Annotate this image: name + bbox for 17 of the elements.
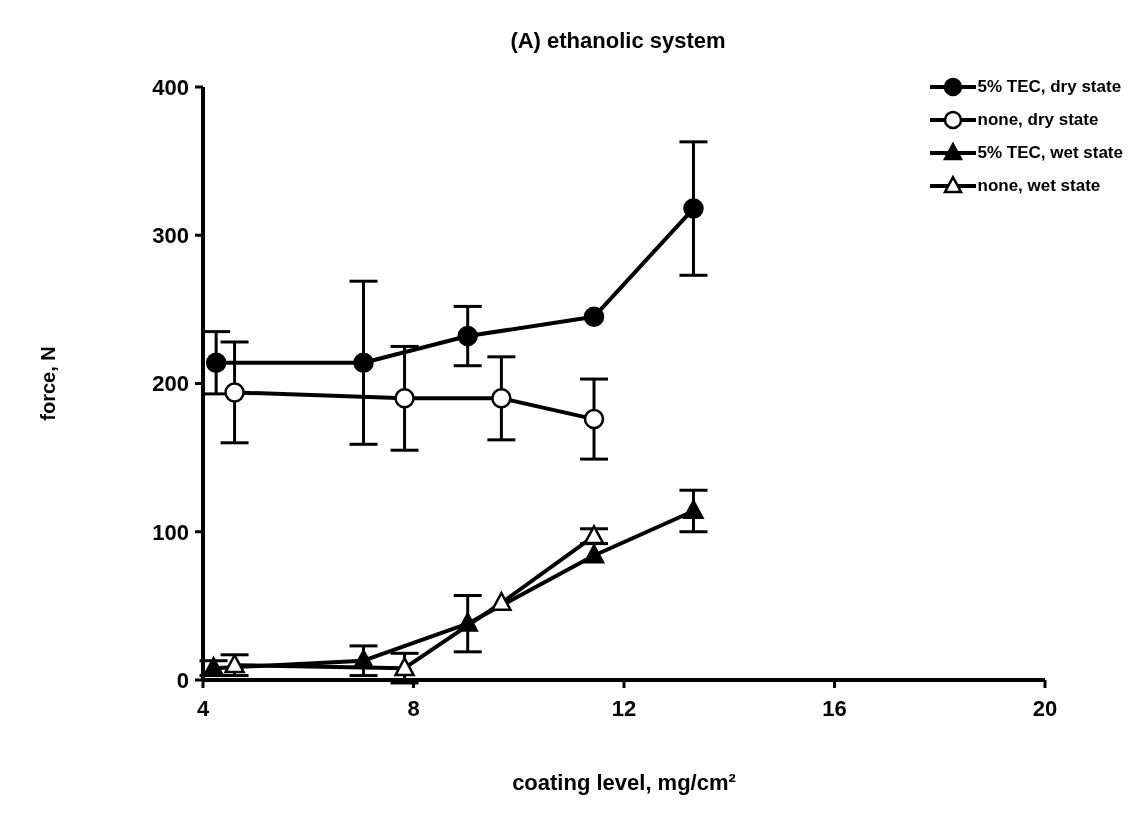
x-tick-label: 16	[822, 695, 847, 721]
legend-label: 5% TEC, wet state	[977, 142, 1123, 163]
legend-label: none, dry state	[977, 109, 1099, 130]
y-tick-label: 100	[152, 519, 189, 545]
y-tick-label: 300	[152, 223, 189, 249]
y-tick-label: 0	[176, 667, 189, 693]
x-tick-label: 12	[611, 695, 637, 721]
legend-label: 5% TEC, dry state	[977, 76, 1122, 97]
chart-title: (A) ethanolic system	[509, 28, 727, 54]
x-tick-label: 4	[196, 695, 210, 721]
x-tick-label: 20	[1032, 695, 1058, 721]
x-axis-title: coating level, mg/cm²	[512, 770, 736, 795]
y-tick-label: 400	[152, 74, 189, 100]
legend-label: none, wet state	[977, 175, 1101, 196]
x-tick-label: 8	[407, 695, 420, 721]
y-tick-label: 200	[152, 371, 189, 397]
y-axis-title: force, N	[37, 346, 60, 421]
